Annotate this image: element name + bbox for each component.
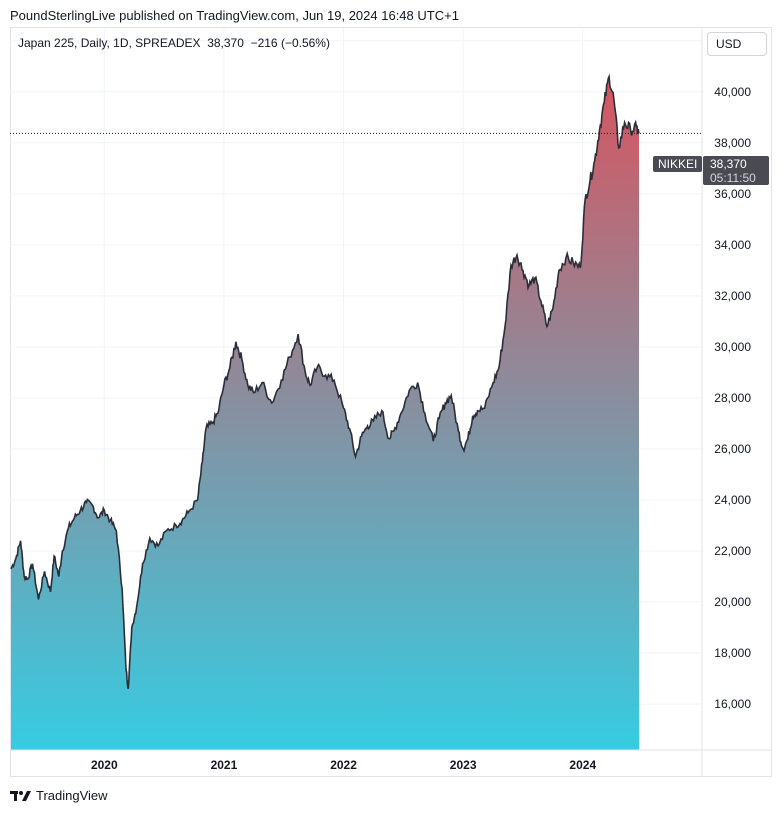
x-tick-label: 2024 bbox=[569, 758, 596, 772]
y-tick-label: 40,000 bbox=[714, 85, 751, 99]
bar-countdown: 05:11:50 bbox=[710, 171, 756, 185]
symbol-info: Japan 225, Daily, 1D, SPREADEX bbox=[18, 36, 201, 50]
y-tick-label: 28,000 bbox=[714, 391, 751, 405]
publish-attribution: PoundSterlingLive published on TradingVi… bbox=[10, 8, 459, 23]
y-tick-label: 26,000 bbox=[714, 442, 751, 456]
chart-frame bbox=[10, 27, 772, 777]
last-price: 38,370 bbox=[207, 36, 244, 50]
x-tick-label: 2021 bbox=[211, 758, 238, 772]
x-tick-label: 2023 bbox=[450, 758, 477, 772]
y-tick-label: 38,000 bbox=[714, 136, 751, 150]
currency-button[interactable]: USD bbox=[707, 32, 767, 56]
y-tick-label: 36,000 bbox=[714, 187, 751, 201]
y-tick-label: 22,000 bbox=[714, 544, 751, 558]
y-tick-label: 18,000 bbox=[714, 646, 751, 660]
last-price-value: 38,370 bbox=[710, 157, 747, 171]
last-price-tag: 38,370 05:11:50 bbox=[703, 156, 769, 185]
y-tick-label: 20,000 bbox=[714, 595, 751, 609]
series-name-tag: NIKKEI bbox=[653, 156, 703, 172]
tradingview-logo-icon bbox=[10, 790, 31, 801]
y-tick-label: 32,000 bbox=[714, 289, 751, 303]
price-change: −216 (−0.56%) bbox=[250, 36, 330, 50]
x-tick-label: 2022 bbox=[330, 758, 357, 772]
y-tick-label: 34,000 bbox=[714, 238, 751, 252]
price-area bbox=[11, 76, 639, 750]
tradingview-brand: TradingView bbox=[36, 788, 108, 803]
x-tick-label: 2020 bbox=[91, 758, 118, 772]
price-line bbox=[10, 73, 640, 689]
y-tick-label: 24,000 bbox=[714, 493, 751, 507]
y-tick-label: 16,000 bbox=[714, 697, 751, 711]
footer: TradingView bbox=[10, 788, 108, 803]
y-tick-label: 30,000 bbox=[714, 340, 751, 354]
symbol-legend: Japan 225, Daily, 1D, SPREADEX 38,370 −2… bbox=[18, 36, 330, 50]
